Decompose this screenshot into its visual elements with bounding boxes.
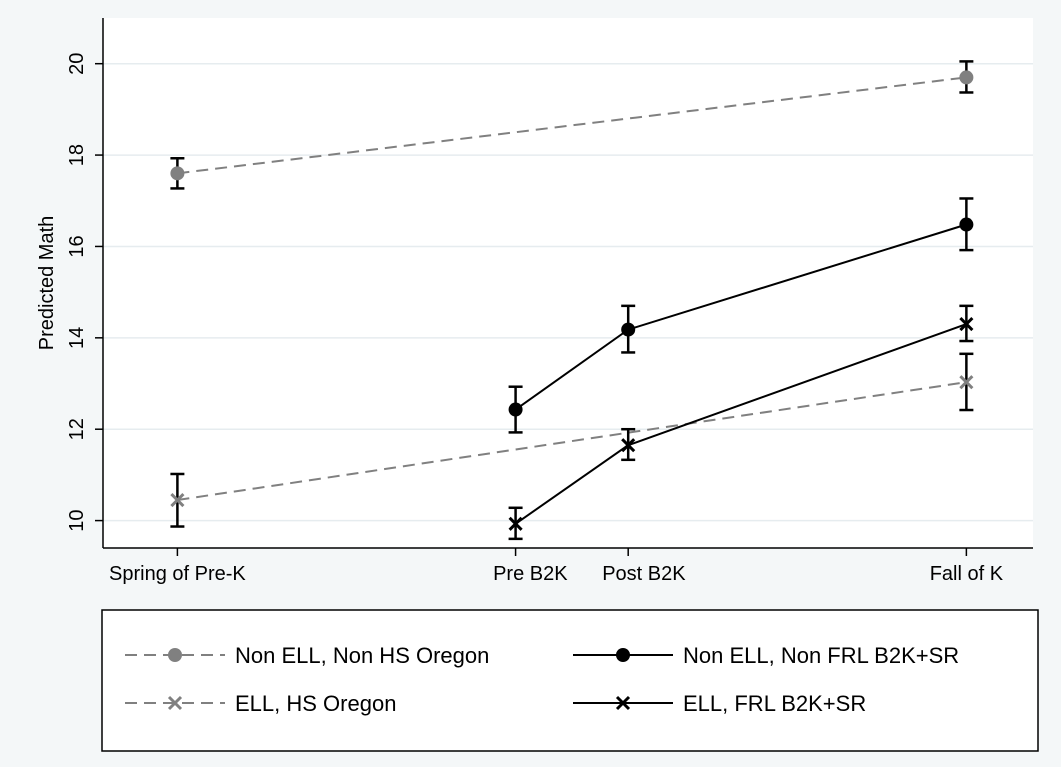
y-axis-title: Predicted Math	[36, 216, 58, 351]
data-point	[959, 70, 974, 85]
data-point	[621, 438, 636, 453]
series-3	[508, 304, 974, 541]
data-point	[170, 166, 185, 181]
legend-label: ELL, FRL B2K+SR	[683, 691, 866, 716]
legend-box	[101, 609, 1039, 752]
data-point	[170, 492, 185, 508]
legend-entry: ELL, HS Oregon	[125, 691, 396, 716]
plot-area	[103, 18, 1033, 548]
data-point-stroke	[959, 375, 974, 390]
y-tick-label: 20	[66, 53, 88, 75]
legend-marker	[167, 695, 183, 711]
y-tick-label: 14	[66, 327, 88, 349]
data-point	[959, 375, 974, 390]
data-point	[959, 317, 974, 332]
y-tick-label: 10	[66, 509, 88, 531]
series-1	[508, 197, 974, 434]
series-0	[170, 60, 974, 190]
data-point	[508, 402, 523, 417]
legend-marker	[615, 695, 631, 711]
legend-marker	[616, 648, 630, 662]
y-tick-label: 16	[66, 235, 88, 257]
x-tick-label: Fall of K	[930, 563, 1004, 585]
legend-marker-stroke	[615, 695, 631, 711]
y-tick-label: 18	[66, 144, 88, 166]
data-point	[621, 322, 636, 337]
data-point	[959, 217, 974, 232]
legend-label: Non ELL, Non FRL B2K+SR	[683, 643, 959, 668]
data-point-stroke	[170, 492, 185, 508]
data-point-stroke	[959, 317, 974, 332]
legend-entry: Non ELL, Non FRL B2K+SR	[573, 643, 959, 668]
x-tick-label: Post B2K	[602, 563, 686, 585]
x-tick-label: Pre B2K	[493, 563, 568, 585]
legend-label: ELL, HS Oregon	[235, 691, 396, 716]
x-tick-label: Spring of Pre-K	[109, 563, 246, 585]
data-point-stroke	[621, 438, 636, 453]
legend-marker-stroke	[167, 695, 183, 711]
legend-label: Non ELL, Non HS Oregon	[235, 643, 489, 668]
data-point	[508, 516, 523, 531]
data-point-stroke	[508, 516, 523, 531]
series-2	[170, 352, 974, 528]
y-tick-label: 12	[66, 418, 88, 440]
legend-entry: ELL, FRL B2K+SR	[573, 691, 866, 716]
legend-entry: Non ELL, Non HS Oregon	[125, 643, 489, 668]
legend-marker	[168, 648, 182, 662]
